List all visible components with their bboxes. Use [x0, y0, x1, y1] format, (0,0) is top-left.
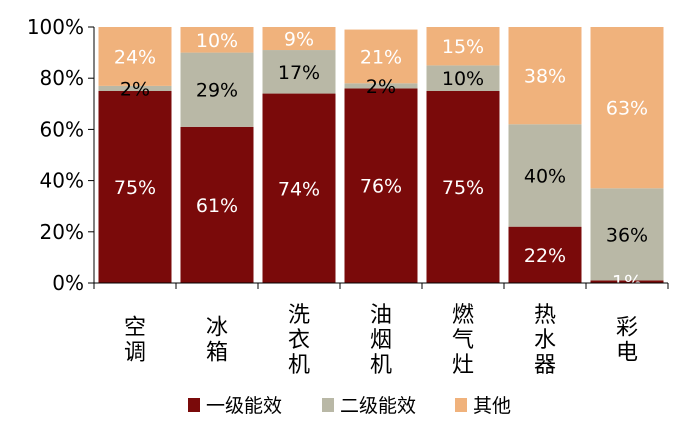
legend-item: 二级能效: [322, 395, 416, 417]
bar-stack-6: 22% 40% 38%: [508, 27, 582, 283]
data-label: 36%: [606, 224, 648, 246]
bar-stack-1: 75% 2% 24%: [98, 27, 172, 283]
bar-segment: [262, 50, 336, 94]
x-category-label: 油烟机: [370, 303, 392, 378]
bar-stack-7: 1%36%63%: [590, 27, 664, 294]
x-category-label: 彩电: [616, 316, 638, 366]
legend-swatch: [188, 398, 200, 412]
data-label: 2%: [366, 76, 396, 98]
y-tick-label: 40%: [40, 169, 84, 193]
bar-stack-4: 76% 2% 21%: [344, 29, 418, 283]
x-category-label: 冰箱: [206, 316, 228, 366]
legend-label: 一级能效: [206, 395, 282, 417]
bars: 75% 2% 24% 61% 29% 10% 74% 17% 9% 76% 2% 21% 75% 10% 1…: [98, 27, 664, 294]
data-label: 15%: [442, 36, 484, 58]
bar-segment: [508, 226, 582, 283]
x-category-label: 洗衣机: [288, 303, 310, 378]
x-category-label: 热水器: [534, 303, 556, 378]
bar-segment: [590, 188, 664, 281]
data-label: 40%: [524, 165, 566, 187]
bar-segment: [344, 83, 418, 89]
legend-item: 一级能效: [188, 395, 282, 417]
legend: 一级能效 二级能效 其他: [188, 395, 511, 417]
bar-segment: [180, 126, 254, 283]
legend-swatch: [322, 398, 334, 412]
bar-segment: [180, 52, 254, 127]
y-axis: 0% 20% 40% 60% 80% 100%: [27, 15, 95, 295]
legend-label: 二级能效: [340, 395, 416, 417]
data-label: 10%: [196, 30, 238, 52]
bar-segment: [180, 27, 254, 53]
y-tick-label: 80%: [40, 66, 84, 90]
data-label: 9%: [284, 29, 314, 51]
bar-segment: [590, 280, 664, 283]
data-label: 22%: [524, 245, 566, 267]
data-label: 17%: [278, 62, 320, 84]
bar-segment: [344, 29, 418, 84]
data-label: 2%: [120, 78, 150, 100]
data-label: 24%: [114, 46, 156, 68]
y-tick-label: 100%: [27, 15, 84, 39]
y-tick-label: 60%: [40, 117, 84, 141]
bar-segment: [426, 91, 500, 283]
data-label: 61%: [196, 195, 238, 217]
x-category-label: 空调: [124, 316, 146, 366]
data-label: 10%: [442, 68, 484, 90]
y-tick-label: 20%: [40, 220, 84, 244]
bar-segment: [344, 88, 418, 283]
legend-swatch: [455, 398, 467, 412]
data-label: 29%: [196, 80, 238, 102]
bar-segment: [262, 93, 336, 283]
data-label: 38%: [524, 66, 566, 88]
y-tick-label: 0%: [52, 271, 84, 295]
bar-segment: [98, 85, 172, 91]
bar-segment: [98, 91, 172, 283]
legend-label: 其他: [473, 395, 511, 417]
bar-segment: [426, 65, 500, 91]
bar-segment: [262, 27, 336, 51]
legend-item: 其他: [455, 395, 511, 417]
bar-stack-5: 75% 10% 15%: [426, 27, 500, 283]
bar-stack-3: 74% 17% 9%: [262, 27, 336, 283]
data-label: 75%: [114, 177, 156, 199]
bar-segment: [426, 27, 500, 66]
data-label: 76%: [360, 176, 402, 198]
data-label: 74%: [278, 178, 320, 200]
x-axis: 空调 冰箱 洗衣机 油烟机 燃气灶 热水器 彩电: [93, 282, 669, 378]
data-label: 21%: [360, 46, 402, 68]
bar-segment: [508, 124, 582, 227]
bar-segment: [98, 27, 172, 86]
x-category-label: 燃气灶: [452, 303, 474, 378]
data-label: 63%: [606, 98, 648, 120]
bar-segment: [508, 27, 582, 125]
data-label: 75%: [442, 177, 484, 199]
bar-segment: [590, 27, 664, 189]
bar-stack-2: 61% 29% 10%: [180, 27, 254, 283]
